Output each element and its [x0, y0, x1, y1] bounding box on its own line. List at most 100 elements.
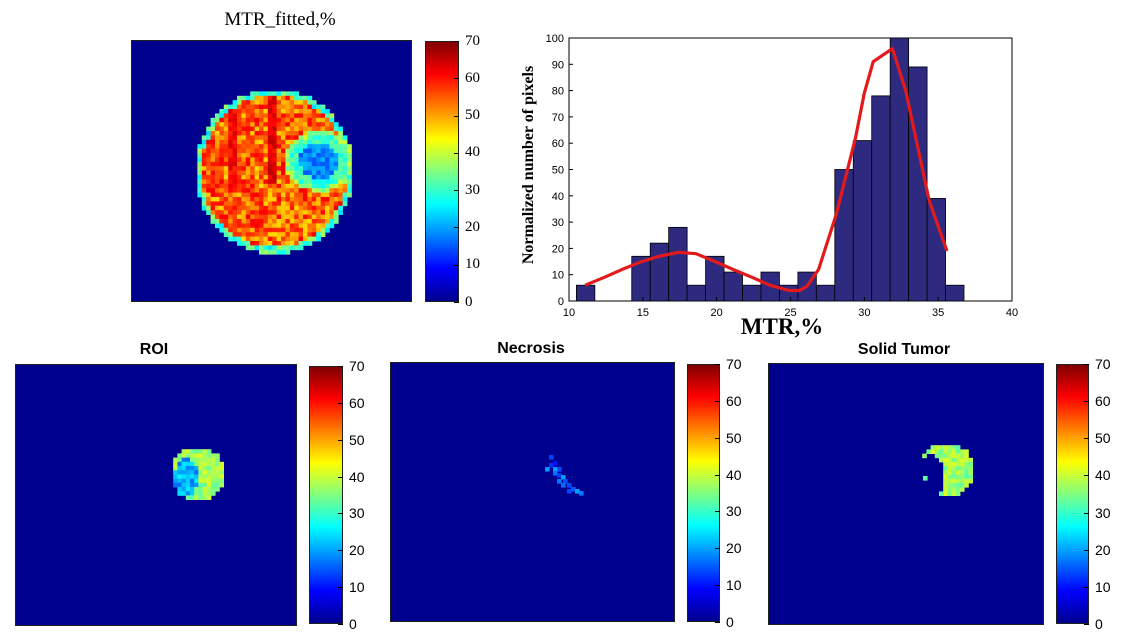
colorbar-tick-mark [1084, 364, 1089, 365]
colorbar-tick-label: 30 [1095, 505, 1111, 521]
colorbar-tick-label: 20 [726, 540, 742, 556]
colorbar-tick-mark [338, 477, 343, 478]
colorbar-tick-mark [454, 190, 459, 191]
x-tick-label: 10 [563, 307, 575, 319]
colorbar-tick-label: 50 [349, 432, 365, 448]
colorbar-tick-label: 10 [1095, 579, 1111, 595]
colorbar-tick-mark [338, 440, 343, 441]
map-background [16, 365, 296, 625]
colorbar-tick-mark [454, 78, 459, 79]
histogram-bar [945, 284, 965, 302]
colorbar-tick-mark [1084, 624, 1089, 625]
roi-map-image [15, 364, 297, 626]
histogram-bar [852, 140, 873, 302]
x-tick-label: 40 [1006, 307, 1018, 319]
y-tick-label: 20 [552, 243, 564, 255]
map-pixels [197, 91, 352, 255]
colorbar-tick-mark [338, 403, 343, 404]
histogram-bar [575, 284, 596, 302]
colorbar-tick-mark [715, 475, 720, 476]
necrosis-map-image [390, 362, 675, 622]
fitted-map-image [131, 40, 412, 302]
colorbar-tick-mark [338, 513, 343, 514]
y-tick-label: 40 [552, 191, 564, 203]
colorbar-tick-label: 60 [1095, 393, 1111, 409]
necrosis-map-title: Necrosis [497, 340, 565, 357]
x-tick-label: 35 [932, 307, 944, 319]
colorbar-tick-mark [454, 302, 459, 303]
necrosis-colorbar [687, 364, 720, 622]
histogram-bar [815, 284, 836, 302]
fit-curve-line [584, 46, 949, 293]
y-tick-label: 70 [552, 112, 564, 124]
map-pixels [922, 445, 973, 496]
colorbar-tick-label: 10 [465, 256, 480, 272]
colorbar-tick-label: 60 [726, 393, 742, 409]
map-background [391, 363, 674, 621]
map-background [769, 364, 1043, 624]
solid-tumor-map-image [768, 363, 1044, 625]
colorbar-tick-label: 0 [349, 616, 357, 632]
map-pixels [173, 449, 224, 500]
colorbar-tick-label: 30 [465, 182, 480, 198]
roi-colorbar [309, 366, 343, 624]
y-tick-label: 30 [552, 217, 564, 229]
colorbar-tick-mark [1084, 475, 1089, 476]
histogram-bar [926, 198, 946, 302]
colorbar-tick-label: 40 [465, 144, 480, 160]
histogram-bar [649, 242, 670, 302]
x-tick-label: 15 [637, 307, 649, 319]
colorbar-tick-label: 30 [349, 505, 365, 521]
colorbar-tick-mark [715, 364, 720, 365]
colorbar-tick-label: 10 [349, 579, 365, 595]
y-tick-label: 10 [552, 270, 564, 282]
colorbar-tick-mark [338, 587, 343, 588]
map-pixels [545, 455, 584, 496]
x-tick-label: 20 [711, 307, 723, 319]
solid-tumor-colorbar [1056, 364, 1089, 624]
colorbar-tick-mark [1084, 513, 1089, 514]
colorbar-tick-mark [715, 548, 720, 549]
colorbar-tick-label: 50 [1095, 430, 1111, 446]
colorbar-tick-label: 70 [726, 356, 742, 372]
histogram-bar [871, 95, 891, 302]
colorbar-tick-label: 70 [349, 358, 365, 374]
colorbar-tick-label: 0 [1095, 616, 1103, 632]
colorbar-tick-label: 10 [726, 577, 742, 593]
colorbar-tick-label: 40 [1095, 467, 1111, 483]
colorbar-tick-mark [715, 401, 720, 402]
histogram-bar [742, 284, 762, 302]
y-tick-label: 50 [552, 165, 564, 177]
fitted-colorbar [425, 41, 459, 302]
fitted-map-title: MTR_fitted,% [224, 9, 336, 30]
colorbar-tick-label: 40 [726, 467, 742, 483]
colorbar-tick-label: 70 [465, 33, 480, 49]
colorbar-tick-label: 60 [465, 70, 480, 86]
colorbar-tick-label: 20 [1095, 542, 1111, 558]
colorbar-tick-label: 50 [465, 107, 480, 123]
colorbar-tick-label: 20 [465, 219, 480, 235]
colorbar-tick-mark [715, 585, 720, 586]
roi-map-title: ROI [139, 341, 169, 358]
colorbar-tick-label: 20 [349, 542, 365, 558]
colorbar-tick-mark [454, 116, 459, 117]
colorbar-tick-label: 0 [465, 294, 473, 310]
colorbar-tick-label: 70 [1095, 356, 1111, 372]
y-axis-label: Normalized number of pixels [520, 66, 537, 264]
histogram-bar [723, 271, 743, 302]
y-tick-label: 0 [558, 296, 564, 308]
y-tick-label: 100 [546, 33, 564, 45]
colorbar-tick-mark [1084, 401, 1089, 402]
colorbar-tick-mark [715, 438, 720, 439]
colorbar-tick-mark [338, 366, 343, 367]
colorbar-tick-mark [338, 624, 343, 625]
colorbar-tick-mark [454, 153, 459, 154]
colorbar-tick-mark [1084, 550, 1089, 551]
colorbar-tick-label: 40 [349, 469, 365, 485]
colorbar-tick-label: 30 [726, 503, 742, 519]
colorbar-tick-mark [454, 41, 459, 42]
solid-tumor-map-title: Solid Tumor [857, 341, 951, 358]
y-tick-label: 90 [552, 59, 564, 71]
x-axis-label: MTR,% [741, 314, 823, 339]
